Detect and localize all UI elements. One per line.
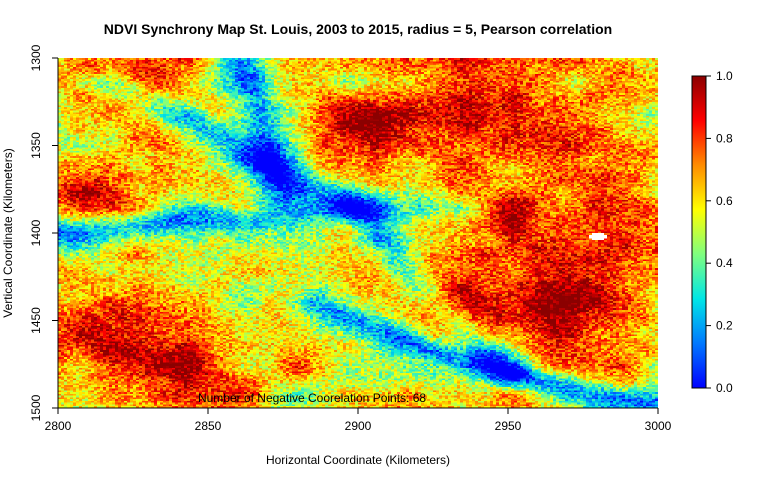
colorbar-tick-label: 0.4 — [716, 256, 733, 270]
x-tick-label: 2850 — [195, 419, 222, 433]
colorbar-gradient — [691, 75, 707, 389]
x-axis-label: Horizontal Coordinate (Kilometers) — [266, 453, 450, 467]
colorbar-tick-label: 0.8 — [716, 131, 733, 145]
negative-points-annotation: Number of Negative Coorelation Points: 6… — [198, 391, 426, 405]
x-tick-label: 2800 — [45, 419, 72, 433]
y-axis-label: Vertical Coordinate (Kilometers) — [1, 148, 15, 317]
colorbar-ticks: 0.0 0.2 0.4 0.6 0.8 1.0 — [706, 69, 733, 395]
y-axis-ticks: 1300 1350 1400 1450 1500 — [29, 44, 58, 421]
x-tick-label: 3000 — [645, 419, 672, 433]
colorbar-tick-label: 0.2 — [716, 319, 733, 333]
colorbar: 0.0 0.2 0.4 0.6 0.8 1.0 — [691, 69, 733, 395]
x-tick-label: 2950 — [495, 419, 522, 433]
heatmap-raster — [58, 58, 658, 408]
colorbar-tick-label: 1.0 — [716, 69, 733, 83]
y-tick-label: 1300 — [29, 44, 43, 71]
colorbar-tick-label: 0.6 — [716, 194, 733, 208]
y-tick-label: 1500 — [29, 394, 43, 421]
y-tick-label: 1450 — [29, 307, 43, 334]
colorbar-tick-label: 0.0 — [716, 381, 733, 395]
x-axis-ticks: 2800 2850 2900 2950 3000 — [45, 408, 672, 433]
plot-area — [58, 58, 658, 408]
y-tick-label: 1350 — [29, 132, 43, 159]
x-tick-label: 2900 — [345, 419, 372, 433]
chart-title: NDVI Synchrony Map St. Louis, 2003 to 20… — [104, 21, 612, 37]
y-tick-label: 1400 — [29, 219, 43, 246]
